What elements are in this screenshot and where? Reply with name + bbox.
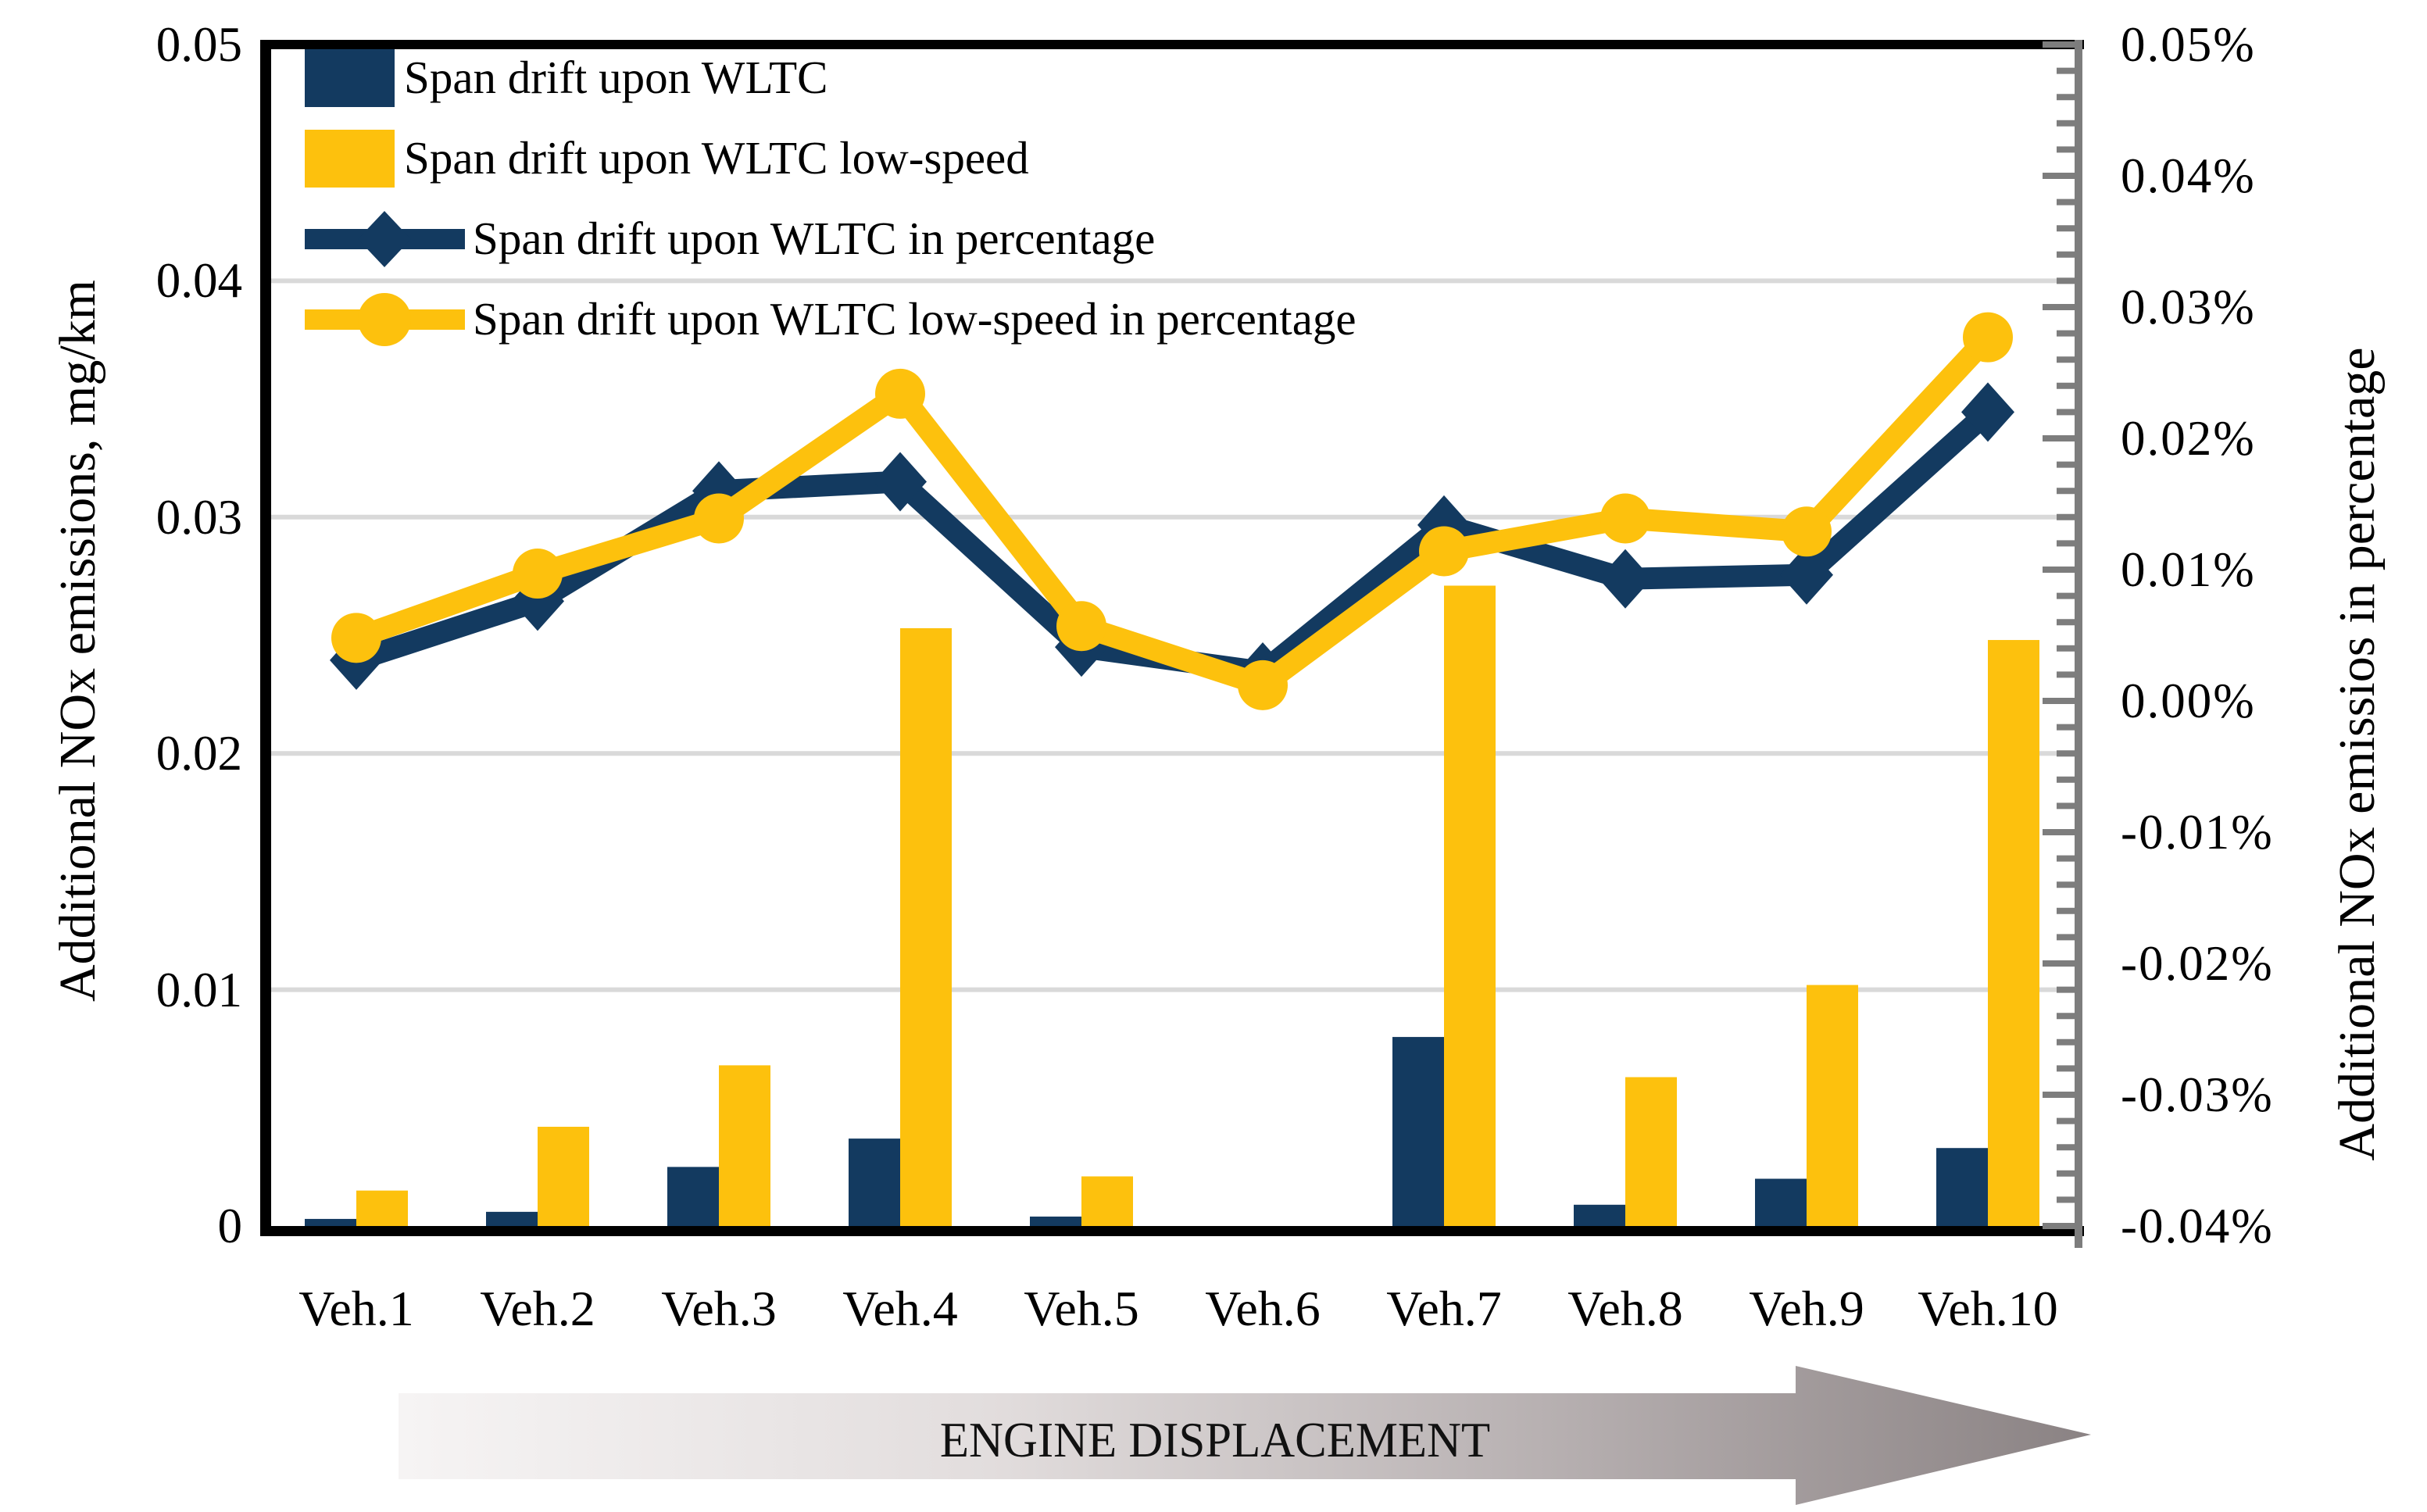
right-axis-tick-label: 0.03% — [2121, 280, 2256, 334]
frame-bottom — [260, 1226, 2084, 1236]
bar-wltc — [849, 1138, 900, 1226]
bar-low-speed — [1444, 585, 1496, 1226]
line-series — [352, 403, 1996, 684]
circle-marker — [694, 493, 744, 544]
circle-marker — [1963, 312, 2013, 363]
bar-low-speed — [900, 627, 952, 1226]
bar-low-speed — [1807, 985, 1858, 1226]
x-axis-tick-label: Veh.2 — [480, 1281, 595, 1336]
x-axis-tick-label: Veh.5 — [1024, 1281, 1139, 1336]
right-axis-tick-label: 0.00% — [2121, 674, 2256, 728]
line-series — [352, 330, 1996, 698]
circle-marker — [513, 549, 563, 599]
left-axis-tick-label: 0.02 — [155, 726, 242, 781]
legend-item-span-drift-wltc-low-speed: Span drift upon WLTC low-speed — [305, 118, 1356, 198]
legend: Span drift upon WLTC Span drift upon WLT… — [305, 38, 1356, 359]
frame-left — [260, 40, 271, 1235]
circle-marker — [1782, 506, 1832, 557]
bar-wltc — [305, 1218, 356, 1226]
circle-marker — [875, 368, 925, 419]
right-axis-tick-label: 0.02% — [2121, 411, 2256, 466]
x-axis-tick-label: Veh.1 — [298, 1281, 414, 1336]
bar-low-speed — [1988, 640, 2039, 1226]
circle-marker — [1600, 493, 1650, 544]
diamond-marker — [874, 452, 927, 512]
right-axis-tick-label: -0.01% — [2121, 805, 2274, 860]
right-axis-tick-label: 0.05% — [2121, 17, 2256, 72]
bar-low-speed — [538, 1126, 589, 1226]
legend-item-span-drift-wltc-percentage: Span drift upon WLTC in percentage — [305, 198, 1356, 279]
circle-marker — [1056, 601, 1106, 652]
x-axis-tick-label: Veh.10 — [1918, 1281, 2058, 1336]
x-axis-tick-label: Veh.3 — [661, 1281, 777, 1336]
bar-wltc — [1574, 1204, 1625, 1226]
x-axis-tick-label: Veh.4 — [842, 1281, 958, 1336]
diamond-marker — [1961, 382, 2014, 442]
right-axis-title: Additional NOx emissios in percentage — [2329, 347, 2386, 1161]
legend-label: Span drift upon WLTC in percentage — [473, 213, 1156, 264]
blue-line-diamond-swatch-icon — [305, 210, 465, 267]
bar-wltc — [1755, 1178, 1807, 1226]
right-axis-tick-label: -0.03% — [2121, 1067, 2274, 1122]
yellow-bar-swatch-icon — [305, 129, 395, 188]
blue-bar-swatch-icon — [305, 48, 395, 107]
legend-label: Span drift upon WLTC — [404, 52, 828, 103]
x-axis-tick-label: Veh.9 — [1749, 1281, 1864, 1336]
legend-item-span-drift-wltc-low-speed-percentage: Span drift upon WLTC low-speed in percen… — [305, 279, 1356, 359]
bar-low-speed — [719, 1065, 770, 1226]
right-axis-tick-label: -0.02% — [2121, 936, 2274, 991]
left-axis-title: Additional NOx emissions, mg/km — [49, 280, 106, 1002]
frame-top — [260, 40, 2084, 49]
bar-low-speed — [1625, 1077, 1677, 1226]
bar-wltc — [1392, 1037, 1444, 1226]
bar-wltc — [486, 1211, 538, 1226]
right-axis-tick-label: -0.04% — [2121, 1199, 2274, 1253]
x-axis-tick-label: Veh.7 — [1386, 1281, 1502, 1336]
legend-item-span-drift-wltc: Span drift upon WLTC — [305, 38, 1356, 118]
right-axis-tick-label: 0.01% — [2121, 542, 2256, 597]
diamond-marker — [1599, 549, 1652, 609]
circle-marker — [1419, 526, 1469, 577]
diamond-marker — [1780, 545, 1833, 605]
x-axis-tick-label: Veh.6 — [1205, 1281, 1321, 1336]
left-axis-tick-label: 0.01 — [155, 962, 242, 1017]
bar-low-speed — [1081, 1176, 1133, 1226]
circle-marker — [331, 613, 381, 663]
legend-label: Span drift upon WLTC low-speed — [404, 132, 1029, 184]
bar-wltc — [1030, 1216, 1081, 1226]
bar-wltc — [667, 1167, 719, 1226]
yellow-line-circle-swatch-icon — [305, 292, 465, 346]
circle-marker — [1238, 659, 1288, 710]
engine-displacement-label: ENGINE DISPLACEMENT — [939, 1412, 1491, 1467]
x-axis-tick-label: Veh.8 — [1567, 1281, 1683, 1336]
left-axis-tick-label: 0 — [217, 1199, 243, 1253]
bar-low-speed — [356, 1190, 408, 1226]
left-axis-tick-label: 0.04 — [155, 253, 242, 309]
left-axis-tick-label: 0.03 — [155, 489, 242, 545]
legend-label: Span drift upon WLTC low-speed in percen… — [473, 293, 1356, 345]
bar-wltc — [1936, 1148, 1988, 1226]
left-axis-tick-label: 0.05 — [155, 17, 242, 72]
right-axis-tick-label: 0.04% — [2121, 148, 2256, 203]
